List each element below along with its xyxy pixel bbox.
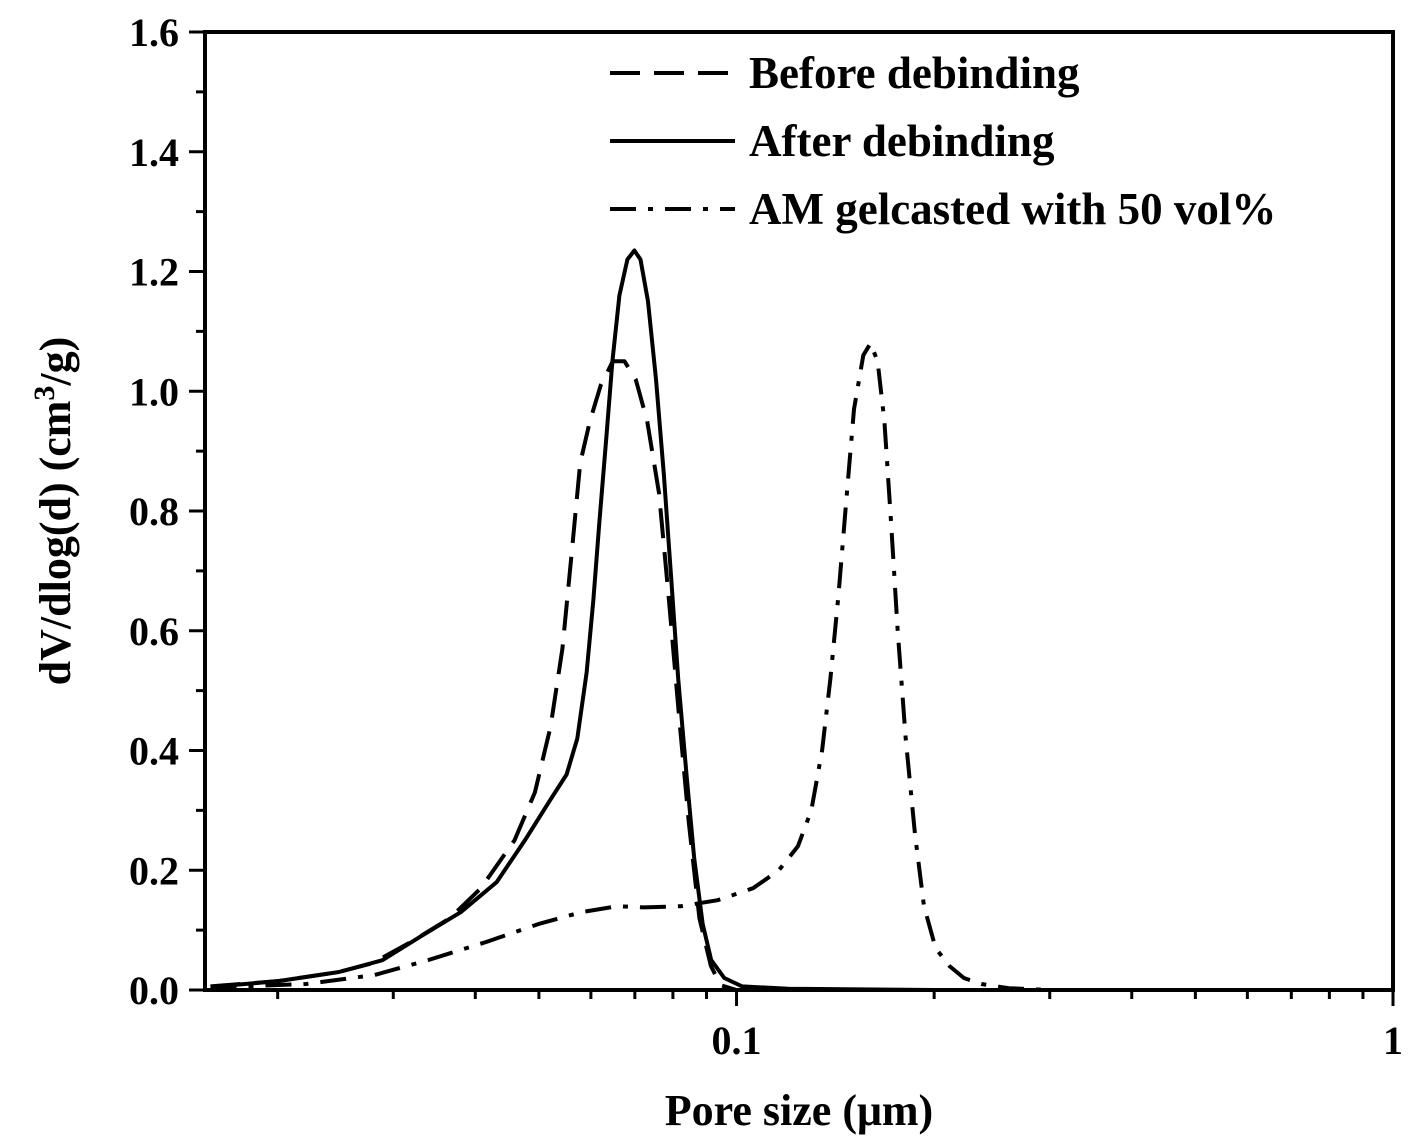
y-axis-title-main: dV/dlog(d) (cm: [31, 401, 80, 686]
y-axis-title: dV/dlog(d) (cm3/g): [28, 337, 80, 686]
series-line-2: [210, 248, 1393, 992]
y-axis-title-superscript: 3: [28, 386, 61, 401]
y-axis-title-end: /g): [31, 337, 80, 387]
legend-label-2: After debinding: [749, 116, 1055, 166]
series-layer: [210, 248, 1393, 992]
series-line-1: [210, 359, 738, 992]
legend-label-3: AM gelcasted with 50 vol%: [749, 184, 1276, 234]
y-axis: 0.0 0.2 0.4 0.6 0.8 1.0 1.2 1.4 1.6: [129, 10, 205, 1013]
legend-label-1: Before debinding: [749, 48, 1080, 98]
x-axis-title: Pore size (μm): [665, 1086, 933, 1135]
y-tick-label: 0.2: [129, 848, 179, 893]
x-tick-label: 1: [1383, 1018, 1403, 1063]
series-line-3: [210, 341, 1050, 992]
y-tick-label: 0.6: [129, 609, 179, 654]
x-axis: 0.1 1: [276, 990, 1403, 1063]
y-tick-label: 0.4: [129, 729, 179, 774]
y-tick-label: 0.8: [129, 489, 179, 534]
y-tick-label: 1.4: [129, 130, 179, 175]
y-tick-label: 1.2: [129, 250, 179, 295]
y-tick-label: 1.0: [129, 369, 179, 414]
legend: Before debinding After debinding AM gelcas…: [610, 48, 1276, 234]
y-tick-label: 1.6: [129, 10, 179, 55]
x-tick-label: 0.1: [712, 1018, 762, 1063]
y-tick-label: 0.0: [129, 968, 179, 1013]
